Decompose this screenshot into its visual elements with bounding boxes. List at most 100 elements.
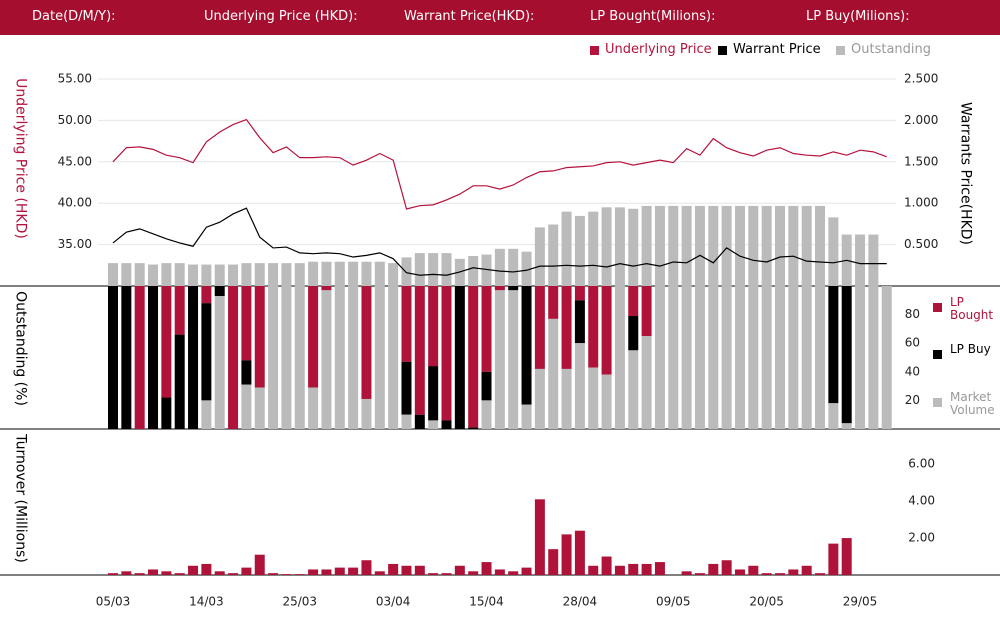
outstanding-bar bbox=[388, 263, 399, 286]
stacked-bar bbox=[228, 286, 239, 429]
outstanding-bar bbox=[574, 215, 585, 286]
outstanding-bar bbox=[734, 205, 745, 286]
stacked-bar bbox=[548, 318, 559, 429]
outstanding-bar bbox=[134, 263, 145, 286]
legend-label: LP Buy bbox=[950, 342, 991, 356]
bar bbox=[654, 562, 665, 575]
stacked-bar bbox=[574, 343, 585, 429]
header-field: Underlying Price (HKD): bbox=[204, 9, 358, 24]
bar bbox=[508, 571, 519, 575]
y-tick-label: 2.00 bbox=[908, 531, 935, 545]
outstanding-bar bbox=[321, 261, 332, 286]
header-field: Warrant Price(HKD): bbox=[404, 9, 535, 24]
bar bbox=[401, 565, 412, 575]
outstanding-bar bbox=[174, 263, 185, 286]
outstanding-bar bbox=[681, 205, 692, 286]
outstanding-bar bbox=[708, 205, 719, 286]
bar bbox=[241, 567, 252, 575]
bar bbox=[801, 565, 812, 575]
stacked-bar bbox=[254, 387, 265, 429]
bar bbox=[468, 571, 479, 575]
outstanding-bar bbox=[868, 234, 879, 286]
bar bbox=[788, 569, 799, 575]
stacked-bar bbox=[321, 286, 332, 291]
y-tick-label: 20 bbox=[905, 393, 920, 407]
stacked-bar bbox=[801, 286, 812, 429]
bar bbox=[348, 567, 359, 575]
stacked-bar bbox=[734, 286, 745, 429]
stacked-bar bbox=[441, 420, 452, 429]
stacked-bar bbox=[188, 286, 199, 429]
outstanding-bar bbox=[414, 253, 425, 286]
stacked-bar bbox=[494, 290, 505, 429]
stacked-bar bbox=[161, 286, 172, 398]
bar bbox=[694, 573, 705, 575]
outstanding-bar bbox=[401, 257, 412, 286]
stacked-bar bbox=[481, 286, 492, 372]
y-tick-label: 6.00 bbox=[908, 457, 935, 471]
stacked-bar bbox=[668, 286, 679, 429]
outstanding-bar bbox=[228, 264, 239, 286]
stacked-bar bbox=[148, 286, 159, 429]
outstanding-bar bbox=[548, 224, 559, 286]
outstanding-bar bbox=[828, 217, 839, 286]
stacked-bar bbox=[294, 286, 305, 429]
bar bbox=[374, 571, 385, 575]
legend-swatch bbox=[836, 46, 845, 55]
legend-label: Outstanding bbox=[851, 42, 931, 57]
bar bbox=[815, 573, 826, 575]
stacked-bar bbox=[681, 286, 692, 429]
stacked-bar bbox=[881, 286, 892, 429]
stacked-bar bbox=[361, 398, 372, 429]
header: Date(D/M/Y): Underlying Price (HKD): Warra… bbox=[0, 0, 1000, 35]
stacked-bar bbox=[348, 286, 359, 429]
outstanding-bar bbox=[374, 261, 385, 286]
stacked-bar bbox=[428, 366, 439, 421]
bar bbox=[761, 573, 772, 575]
stacked-bar bbox=[508, 286, 519, 291]
stacked-bar bbox=[401, 361, 412, 415]
y-tick-label: 45.00 bbox=[58, 154, 92, 168]
bar bbox=[494, 569, 505, 575]
stacked-bar bbox=[108, 286, 118, 429]
stacked-bar bbox=[428, 286, 439, 367]
stacked-bar bbox=[574, 300, 585, 344]
bar bbox=[281, 574, 292, 575]
bar bbox=[108, 573, 118, 575]
stacked-bar bbox=[468, 427, 479, 429]
stacked-bar bbox=[508, 290, 519, 429]
stacked-bar bbox=[641, 286, 652, 337]
outstanding-bar bbox=[161, 263, 172, 286]
y-tick-label: 35.00 bbox=[58, 237, 92, 251]
bar bbox=[441, 573, 452, 575]
stacked-bar bbox=[761, 286, 772, 429]
outstanding-bar bbox=[441, 253, 452, 286]
x-tick-label: 05/03 bbox=[96, 595, 131, 609]
stacked-bar bbox=[494, 286, 505, 291]
x-tick-label: 14/03 bbox=[189, 595, 224, 609]
stacked-bar bbox=[855, 286, 866, 429]
outstanding-bar bbox=[721, 205, 732, 286]
bar bbox=[188, 565, 199, 575]
outstanding-bar bbox=[855, 234, 866, 286]
outstanding-bar bbox=[268, 263, 279, 286]
stacked-bar bbox=[588, 286, 599, 368]
outstanding-bar bbox=[628, 208, 639, 286]
outstanding-bar bbox=[348, 261, 359, 286]
stacked-bar bbox=[561, 368, 572, 429]
stacked-bar bbox=[414, 414, 425, 429]
stacked-bar bbox=[775, 286, 785, 429]
stacked-bar bbox=[548, 286, 559, 319]
y2-tick-label: 2.000 bbox=[904, 113, 938, 127]
stacked-bar bbox=[308, 286, 319, 388]
stacked-bar bbox=[468, 286, 479, 428]
y-tick-label: 4.00 bbox=[908, 494, 935, 508]
stacked-bar bbox=[574, 286, 585, 301]
outstanding-bar bbox=[481, 254, 492, 286]
outstanding-bar bbox=[281, 263, 292, 286]
stacked-bar bbox=[534, 368, 545, 429]
bar bbox=[254, 554, 265, 575]
outstanding-bar bbox=[334, 261, 345, 286]
stacked-bar bbox=[601, 374, 612, 429]
